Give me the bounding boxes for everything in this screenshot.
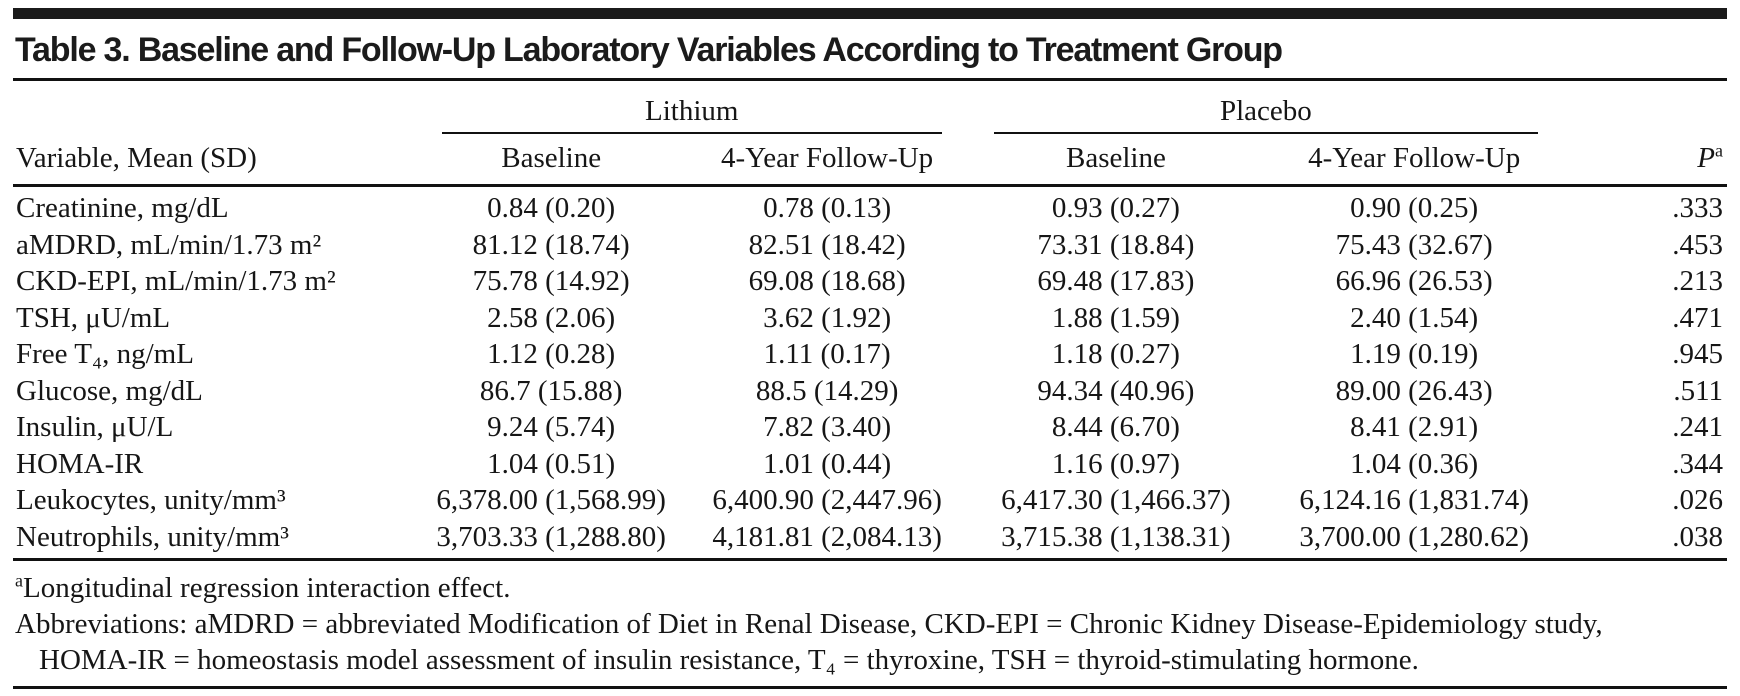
table-row-glucose: Glucose, mg/dL 86.7 (15.88) 88.5 (14.29)… (13, 373, 1727, 410)
p-value-footnote-marker: a (1715, 140, 1723, 161)
value-cell: 89.00 (26.43) (1335, 374, 1493, 407)
p-value-cell: .511 (1673, 374, 1723, 407)
variable-cell: Insulin, μU/L (16, 411, 174, 443)
column-header-placebo-followup: 4-Year Follow-Up (1264, 134, 1565, 187)
value-cell: 2.40 (1.54) (1350, 301, 1479, 334)
value-cell: 1.18 (0.27) (1051, 338, 1180, 370)
table-row-tsh: TSH, μU/mL 2.58 (2.06) 3.62 (1.92) 1.88 … (13, 300, 1727, 337)
variable-cell: Free T₄, ng/mL (16, 338, 194, 370)
lithium-group-label: Lithium (441, 95, 942, 134)
table-footnotes: aLongitudinal regression interaction eff… (13, 561, 1705, 686)
value-cell: 73.31 (18.84) (1037, 228, 1195, 261)
value-cell: 2.58 (2.06) (487, 301, 616, 334)
table-row-free-t4: Free T₄, ng/mL 1.12 (0.28) 1.11 (0.17) 1… (13, 336, 1727, 373)
table-row-leukocytes: Leukocytes, unity/mm³ 6,378.00 (1,568.99… (13, 482, 1727, 519)
table-row-homa-ir: HOMA-IR 1.04 (0.51) 1.01 (0.44) 1.16 (0.… (13, 446, 1727, 483)
value-cell: 94.34 (40.96) (1037, 374, 1195, 407)
variable-cell: Neutrophils, unity/mm³ (13, 518, 416, 561)
p-value-cell: .471 (1672, 301, 1723, 334)
footnote-text: Longitudinal regression interaction effe… (22, 572, 511, 604)
p-value-label: P (1697, 142, 1716, 174)
value-cell: 6,124.16 (1,831.74) (1299, 484, 1529, 516)
value-cell: 1.16 (0.97) (1051, 447, 1180, 480)
p-value-cell: .241 (1672, 411, 1723, 443)
value-cell: 0.90 (0.25) (1350, 192, 1479, 224)
lab-variables-table: Lithium Placebo Variable, Mean (SD) Base… (13, 81, 1727, 561)
table-top-bar (13, 8, 1727, 19)
value-cell: 1.19 (0.19) (1350, 338, 1479, 370)
variable-cell: Leukocytes, unity/mm³ (16, 484, 286, 516)
value-cell: 0.93 (0.27) (1051, 192, 1180, 224)
spanner-spacer (13, 81, 416, 134)
value-cell: 6,400.90 (2,447.96) (712, 484, 942, 516)
value-cell: 6,378.00 (1,568.99) (436, 484, 666, 516)
value-cell: 7.82 (3.40) (763, 411, 892, 443)
p-value-cell: .453 (1672, 228, 1723, 261)
value-cell: 81.12 (18.74) (472, 228, 630, 261)
variable-cell: HOMA-IR (16, 447, 144, 480)
value-cell: 75.78 (14.92) (472, 265, 630, 297)
footnote-marker: a (15, 570, 23, 591)
value-cell: 3.62 (1.92) (763, 301, 892, 334)
value-cell: 86.7 (15.88) (479, 374, 623, 407)
spanner-spacer (1564, 81, 1727, 134)
value-cell: 3,703.33 (1,288.80) (415, 518, 687, 561)
column-group-row: Lithium Placebo (13, 81, 1727, 134)
value-cell: 0.84 (0.20) (487, 192, 616, 224)
value-cell: 0.78 (0.13) (763, 192, 892, 224)
p-value-cell: .038 (1564, 518, 1727, 561)
table-row-neutrophils: Neutrophils, unity/mm³ 3,703.33 (1,288.8… (13, 518, 1727, 561)
variable-cell: Glucose, mg/dL (16, 374, 203, 407)
value-cell: 3,715.38 (1,138.31) (967, 518, 1265, 561)
p-value-cell: .344 (1672, 447, 1723, 480)
value-cell: 8.44 (6.70) (1051, 411, 1180, 443)
table-title: Table 3. Baseline and Follow-Up Laborato… (13, 19, 1727, 81)
value-cell: 1.04 (0.51) (487, 447, 616, 480)
column-group-placebo: Placebo (968, 81, 1564, 134)
value-cell: 1.88 (1.59) (1051, 301, 1180, 334)
value-cell: 1.12 (0.28) (487, 338, 616, 370)
variable-cell: TSH, μU/mL (16, 301, 171, 334)
column-header-variable: Variable, Mean (SD) (13, 134, 416, 187)
p-value-cell: .026 (1672, 484, 1723, 516)
value-cell: 6,417.30 (1,466.37) (1001, 484, 1231, 516)
p-value-cell: .333 (1672, 192, 1723, 224)
value-cell: 88.5 (14.29) (755, 374, 899, 407)
variable-cell: aMDRD, mL/min/1.73 m² (16, 228, 322, 261)
paper-table-figure: Table 3. Baseline and Follow-Up Laborato… (0, 8, 1740, 689)
value-cell: 69.08 (18.68) (748, 265, 906, 297)
column-header-lithium-followup: 4-Year Follow-Up (686, 134, 968, 187)
variable-cell: CKD-EPI, mL/min/1.73 m² (16, 265, 336, 297)
value-cell: 1.01 (0.44) (763, 447, 892, 480)
variable-cell: Creatinine, mg/dL (16, 192, 229, 224)
placebo-group-label: Placebo (993, 95, 1539, 134)
value-cell: 8.41 (2.91) (1350, 411, 1479, 443)
value-cell: 4,181.81 (2,084.13) (686, 518, 968, 561)
column-header-placebo-baseline: Baseline (967, 134, 1265, 187)
value-cell: 69.48 (17.83) (1037, 265, 1195, 297)
table-row-ckd-epi: CKD-EPI, mL/min/1.73 m² 75.78 (14.92) 69… (13, 263, 1727, 300)
table-bottom-rule (13, 686, 1727, 689)
p-value-cell: .213 (1672, 265, 1723, 297)
footnote-regression: aLongitudinal regression interaction eff… (15, 570, 1703, 606)
value-cell: 66.96 (26.53) (1335, 265, 1493, 297)
table-row-insulin: Insulin, μU/L 9.24 (5.74) 7.82 (3.40) 8.… (13, 409, 1727, 446)
p-value-cell: .945 (1672, 338, 1723, 370)
value-cell: 1.04 (0.36) (1350, 447, 1479, 480)
value-cell: 9.24 (5.74) (487, 411, 616, 443)
footnote-abbreviations: Abbreviations: aMDRD = abbreviated Modif… (15, 608, 1603, 676)
column-header-row: Variable, Mean (SD) Baseline 4-Year Foll… (13, 134, 1727, 187)
table-row-creatinine: Creatinine, mg/dL 0.84 (0.20) 0.78 (0.13… (13, 186, 1727, 227)
value-cell: 82.51 (18.42) (748, 228, 906, 261)
table-row-amdrd: aMDRD, mL/min/1.73 m² 81.12 (18.74) 82.5… (13, 227, 1727, 264)
column-group-lithium: Lithium (416, 81, 968, 134)
value-cell: 1.11 (0.17) (763, 338, 891, 370)
value-cell: 75.43 (32.67) (1335, 228, 1493, 261)
column-header-lithium-baseline: Baseline (415, 134, 687, 187)
value-cell: 3,700.00 (1,280.62) (1264, 518, 1565, 561)
column-header-p-value: Pa (1564, 134, 1727, 187)
